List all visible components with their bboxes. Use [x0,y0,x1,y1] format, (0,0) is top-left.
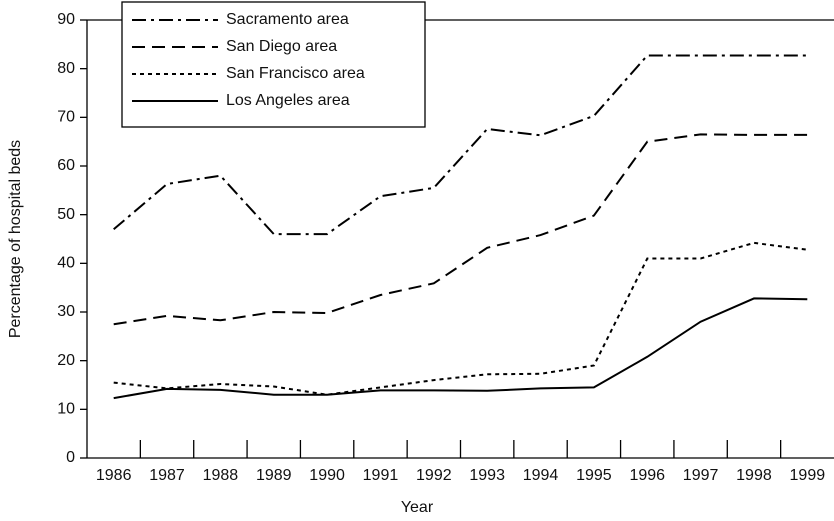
y-tick-label: 30 [57,303,75,320]
x-tick-label: 1997 [683,467,719,484]
y-tick-label: 90 [57,11,75,28]
x-tick-label: 1995 [576,467,612,484]
y-tick-label: 10 [57,401,75,418]
y-axis-label: Percentage of hospital beds [7,140,24,338]
y-tick-label: 40 [57,255,75,272]
series-line [113,297,808,400]
x-tick-label: 1987 [149,467,185,484]
legend-label: San Diego area [226,38,337,55]
y-tick-label: 50 [57,206,75,223]
y-tick-label: 20 [57,352,75,369]
x-tick-label: 1989 [256,467,292,484]
legend-box [121,1,426,128]
x-tick-label: 1986 [96,467,132,484]
series-line [113,241,808,396]
legend-label: Los Angeles area [226,92,350,109]
legend-label: Sacramento area [226,11,349,28]
series-line [113,133,808,326]
x-tick-label: 1994 [523,467,559,484]
y-tick-label: 80 [57,60,75,77]
y-tick-label: 70 [57,109,75,126]
y-tick-label: 0 [66,449,75,466]
x-tick-label: 1988 [203,467,239,484]
x-tick-label: 1991 [363,467,399,484]
x-tick-label: 1999 [790,467,826,484]
x-tick-label: 1993 [469,467,505,484]
legend-label: San Francisco area [226,65,365,82]
x-axis-label: Year [401,499,434,516]
series-line [113,54,808,236]
x-tick-label: 1990 [309,467,345,484]
x-tick-label: 1992 [416,467,452,484]
x-tick-label: 1996 [629,467,665,484]
x-tick-label: 1998 [736,467,772,484]
y-tick-label: 60 [57,157,75,174]
